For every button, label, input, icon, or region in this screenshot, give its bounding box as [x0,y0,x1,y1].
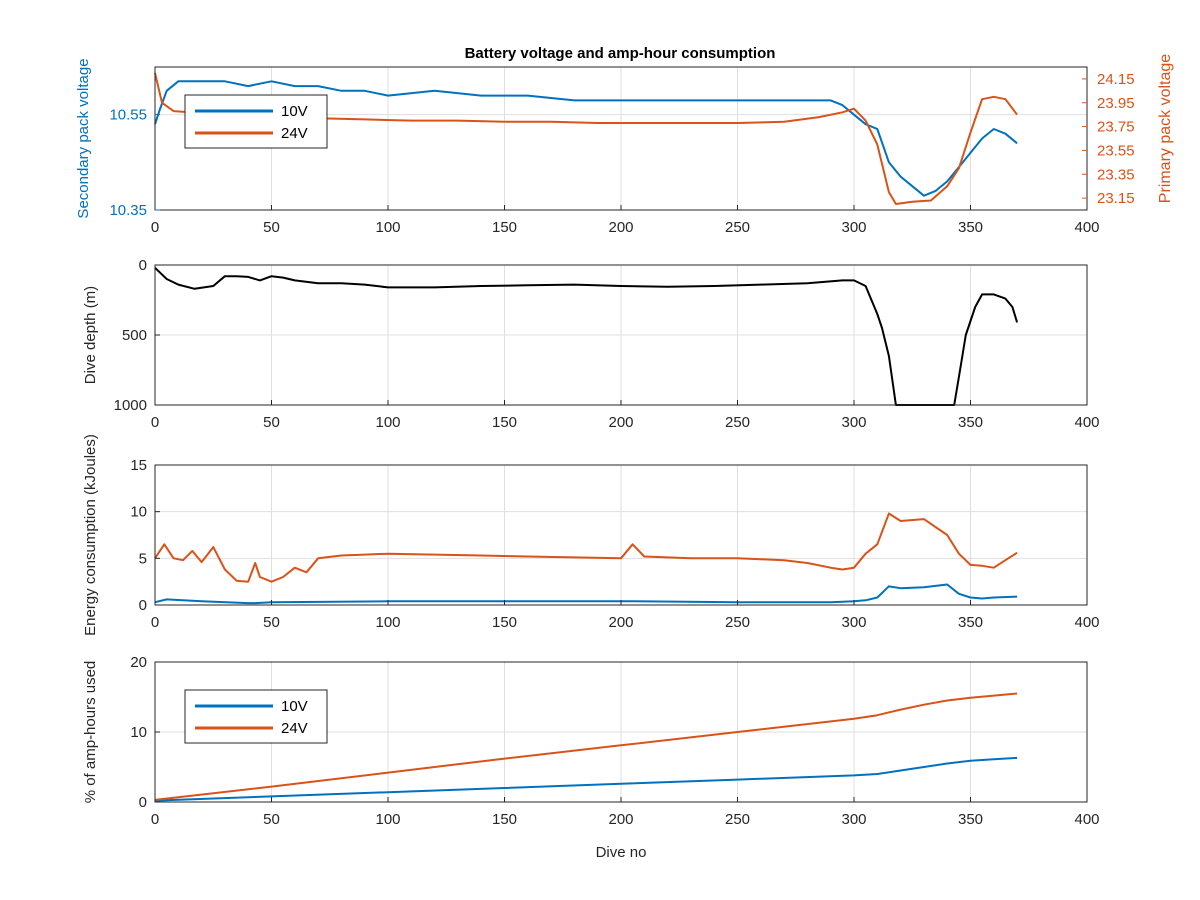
y-tick-label: 1000 [114,397,147,414]
x-tick-label: 250 [725,811,750,828]
x-tick-label: 150 [492,614,517,631]
x-tick-label: 100 [375,614,400,631]
x-tick-label: 100 [375,414,400,431]
x-tick-label: 350 [958,219,983,236]
x-tick-label: 50 [263,219,280,236]
figure-title: Battery voltage and amp-hour consumption [465,45,776,62]
y-tick-label: 0 [139,257,147,274]
x-tick-label: 100 [375,811,400,828]
series-line-24v [154,512,1018,583]
y-axis-label: Dive depth (m) [82,286,99,384]
x-tick-label: 150 [492,219,517,236]
x-tick-label: 400 [1074,811,1099,828]
y-tick-label: 20 [130,654,147,671]
legend-label: 10V [281,698,308,715]
y-tick-label: 500 [122,327,147,344]
y-tick-label: 0 [139,794,147,811]
series-line-10v [154,583,1018,605]
x-tick-label: 200 [608,811,633,828]
y-right-tick-label: 24.15 [1097,71,1135,88]
legend-label: 24V [281,720,308,737]
x-tick-label: 400 [1074,414,1099,431]
x-tick-label: 150 [492,811,517,828]
subplot-3: 0 50 100 150 200 250 300 350 400 0 5 10 15 Energy con… [82,434,1100,636]
y-tick-label: 10.55 [109,107,147,124]
subplot-2: 0 50 100 150 200 250 300 350 400 0 500 1000 Dive dep… [82,257,1100,431]
x-axis-label: Dive no [596,844,647,861]
y-tick-label: 10 [130,504,147,521]
x-tick-label: 150 [492,414,517,431]
y-right-tick-label: 23.75 [1097,119,1135,136]
series-line-10v [154,756,1018,802]
x-tick-label: 200 [608,614,633,631]
series-line-depth [154,267,1019,406]
y-right-tick-label: 23.95 [1097,95,1135,112]
x-tick-label: 300 [841,614,866,631]
x-tick-label: 50 [263,414,280,431]
series-line-24v [154,692,1018,801]
subplot-4: 0 50 100 150 200 250 300 350 400 0 10 20 % of amp-ho… [82,654,1100,861]
x-tick-label: 300 [841,414,866,431]
legend-box [184,689,328,744]
x-tick-label: 200 [608,219,633,236]
legend-label: 24V [281,125,308,142]
y-axis-label: % of amp-hours used [82,661,99,804]
y-right-tick-label: 23.35 [1097,166,1135,183]
x-tick-label: 350 [958,811,983,828]
x-tick-label: 250 [725,219,750,236]
subplot-1: 0 50 100 150 200 250 300 350 400 10.35 10.55 23.15 2… [75,54,1174,236]
y-tick-label: 5 [139,550,147,567]
series-line-10v [154,80,1018,197]
x-tick-label: 0 [151,414,159,431]
x-tick-label: 250 [725,414,750,431]
x-tick-label: 300 [841,219,866,236]
x-tick-label: 350 [958,614,983,631]
x-tick-label: 50 [263,614,280,631]
x-tick-label: 250 [725,614,750,631]
x-tick-label: 0 [151,811,159,828]
subplots: 0 50 100 150 200 250 300 350 40010.3510.5523.152… [75,54,1174,861]
y-right-tick-label: 23.55 [1097,142,1135,159]
x-tick-label: 400 [1074,614,1099,631]
y-right-axis-label: Primary pack voltage [1157,54,1174,203]
y-axis-label: Energy consumption (kJoules) [82,434,99,636]
x-tick-label: 300 [841,811,866,828]
x-tick-label: 350 [958,414,983,431]
x-tick-label: 0 [151,614,159,631]
y-tick-label: 15 [130,457,147,474]
y-axis-label: Secondary pack voltage [75,58,92,218]
y-tick-label: 10.35 [109,202,147,219]
x-tick-label: 50 [263,811,280,828]
y-tick-label: 10 [130,724,147,741]
x-tick-label: 200 [608,414,633,431]
x-tick-label: 400 [1074,219,1099,236]
legend-label: 10V [281,103,308,120]
y-right-tick-label: 23.15 [1097,190,1135,207]
y-tick-label: 0 [139,597,147,614]
legend-box [184,94,328,149]
x-tick-label: 0 [151,219,159,236]
x-tick-label: 100 [375,219,400,236]
